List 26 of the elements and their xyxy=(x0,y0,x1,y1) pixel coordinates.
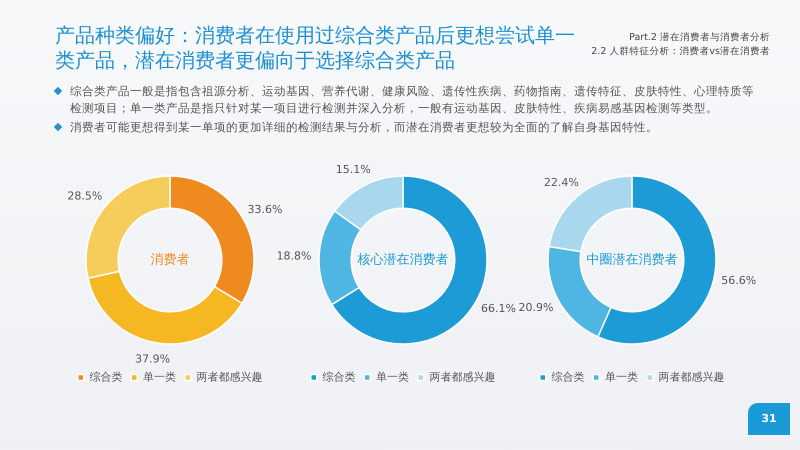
legend-label: 两者都感兴趣 xyxy=(429,370,496,384)
data-label: 22.4% xyxy=(544,176,579,189)
text: 消费者可能更想得到某一单项的更加详细的检测结果与分析，而潜在消费者更想较为全面的了解自身基因特性。 xyxy=(70,119,659,136)
text: 综合类产品一般是指包含祖源分析、运动基因、营养代谢、健康风险、遗传性疾病、药物指南、遗传特征、皮肤特性、心理特质等检测项目；单一类产品是指只针对某一项目进行检测并深入分析，一般有运动基因、皮肤特性、疾病易感基因检测等类型。 xyxy=(70,83,755,117)
data-label: 37.9% xyxy=(135,352,170,366)
legend-label: 单一类 xyxy=(142,370,176,384)
legend-label: 单一类 xyxy=(604,370,638,384)
data-label: 28.5% xyxy=(67,190,102,203)
data-label: 15.1% xyxy=(336,163,371,176)
data-label: 20.9% xyxy=(518,300,554,314)
legend-label: 单一类 xyxy=(376,370,409,384)
text: 核心潜在消费者 xyxy=(356,251,448,268)
data-label: 66.1% xyxy=(480,302,516,315)
data-label: 18.8% xyxy=(276,250,312,263)
data-label: 33.6% xyxy=(247,203,282,216)
text: 2.2 人群特征分析：消费者vs潜在消费者 xyxy=(591,45,770,58)
text: 中圈潜在消费者 xyxy=(586,252,678,268)
legend-label: 综合类 xyxy=(551,370,584,384)
text: Part.2 潜在消费者与消费者分析 xyxy=(629,31,770,44)
text: 产品种类偏好：消费者在使用过综合类产品后更想尝试单一类产品，潜在消费者更偏向于选择综合类产品 xyxy=(55,23,576,73)
text: 消费者 xyxy=(150,252,190,268)
legend-label: 两者都感兴趣 xyxy=(196,370,262,384)
legend-label: 综合类 xyxy=(89,370,122,384)
data-label: 56.6% xyxy=(721,274,756,287)
legend-label: 两者都感兴趣 xyxy=(658,370,724,384)
legend-label: 综合类 xyxy=(322,370,356,384)
